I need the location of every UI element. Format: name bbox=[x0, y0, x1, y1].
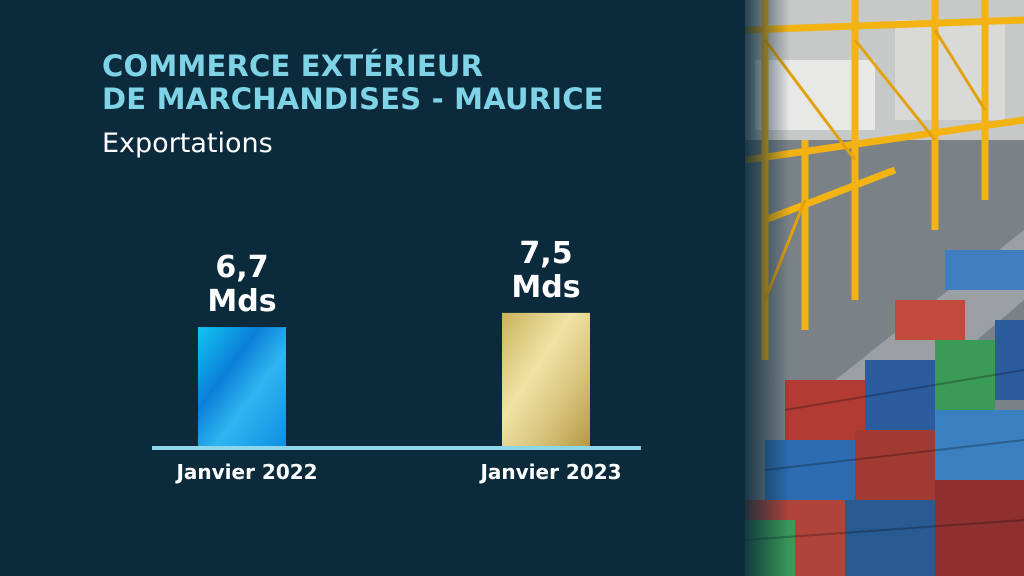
bar-1 bbox=[198, 327, 286, 446]
port-photo bbox=[745, 0, 1024, 576]
chart-title-line1: COMMERCE EXTÉRIEUR bbox=[102, 49, 484, 83]
bar-value-label-2-line1: 7,5 bbox=[519, 236, 572, 271]
chart-title-line2: DE MARCHANDISES - MAURICE bbox=[102, 82, 604, 116]
bar-value-label-1-line2: Mds bbox=[207, 284, 276, 319]
bar-value-label-2-line2: Mds bbox=[511, 270, 580, 305]
chart-subtitle: Exportations bbox=[102, 128, 273, 159]
bar-value-label-1-line1: 6,7 bbox=[215, 250, 268, 285]
chart-panel: COMMERCE EXTÉRIEUR DE MARCHANDISES - MAU… bbox=[102, 49, 641, 484]
photo-edge-fade bbox=[745, 0, 790, 576]
x-tick-label-1: Janvier 2022 bbox=[174, 460, 317, 484]
bar-2 bbox=[502, 312, 590, 446]
port-containers-cranes-photo bbox=[745, 0, 1024, 576]
x-tick-label-2: Janvier 2023 bbox=[478, 460, 621, 484]
chart-title: COMMERCE EXTÉRIEUR DE MARCHANDISES - MAU… bbox=[102, 50, 604, 116]
